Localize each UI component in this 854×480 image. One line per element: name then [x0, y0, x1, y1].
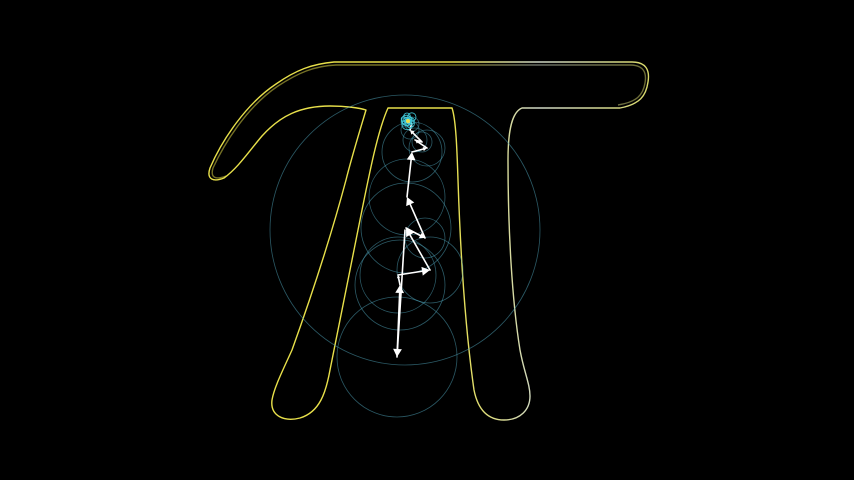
vector-arrow-head [406, 228, 414, 238]
epicycle-circle [354, 239, 446, 331]
epicycle-vector [407, 231, 431, 271]
epicycle-circle [408, 129, 446, 167]
epicycle-circle [269, 94, 541, 366]
vector-arrow-head [421, 266, 430, 276]
pi-symbol-outline [208, 61, 650, 421]
epicycle-vectors [393, 119, 431, 358]
vector-arrow-head [406, 152, 416, 161]
pi-symbol-outline-inner [211, 64, 647, 179]
epicycle-vector [406, 155, 413, 198]
epicycle-circle [381, 121, 443, 183]
vector-arrow-head [410, 130, 415, 135]
epicycle-circles [269, 94, 541, 418]
epicycle-vector [397, 275, 401, 286]
epicycle-vector [411, 147, 426, 153]
epicycle-vector [397, 269, 427, 276]
epicycle-circle [359, 236, 437, 314]
tip-cluster-circle [407, 112, 417, 122]
vector-arrow-head [406, 197, 415, 207]
epicycle-vector [405, 227, 423, 238]
vector-arrow-head [395, 285, 405, 294]
vector-arrow-head [418, 232, 425, 239]
drawing-tip-cluster [400, 112, 417, 131]
vector-arrow-head [396, 275, 401, 279]
epicycle-vector [408, 200, 426, 239]
tip-cluster-circle [405, 118, 415, 129]
epicycle-circle [411, 131, 433, 153]
epicycle-circle [396, 236, 464, 304]
epicycle-vector [410, 131, 423, 143]
epicycle-vector [415, 140, 428, 149]
epicycle-vector [396, 288, 401, 358]
pen-tip-dot [406, 119, 410, 123]
epicycle-circle [336, 296, 458, 418]
